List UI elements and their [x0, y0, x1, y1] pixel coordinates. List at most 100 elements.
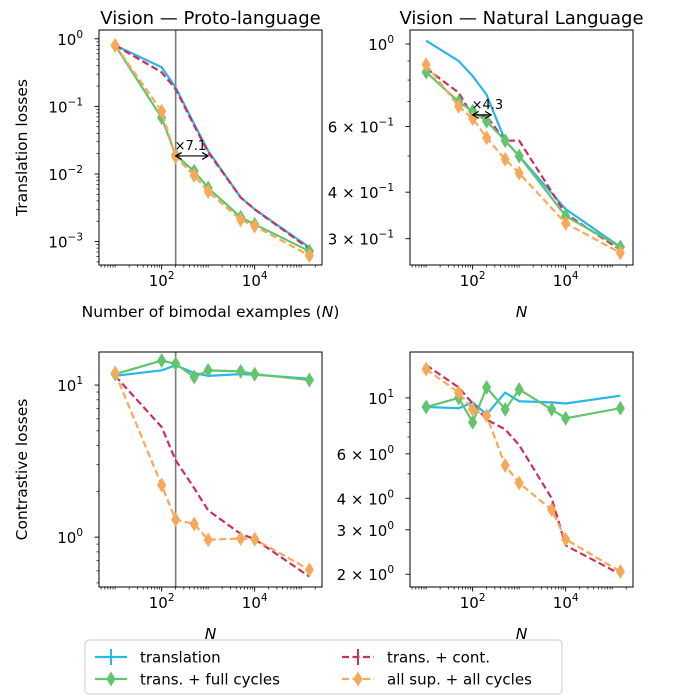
annotation-label: ×4.3: [472, 98, 504, 113]
data-point: [561, 531, 571, 547]
legend-frame: [84, 639, 563, 695]
y-tick-label: 4 × 100: [337, 488, 394, 508]
y-tick-label: 100: [57, 29, 83, 49]
minor-ticks: [96, 391, 316, 590]
x-tick-label: 102: [460, 592, 486, 612]
data-point: [500, 401, 510, 417]
arrow-head-right: [201, 151, 210, 160]
series-line: [425, 39, 622, 248]
data-point: [250, 366, 260, 382]
series-trans-full-cycles: [110, 37, 314, 259]
data-point: [157, 477, 167, 493]
y-tick-label: 101: [57, 375, 83, 395]
arrow-head-left: [471, 110, 479, 119]
series-line: [426, 391, 621, 416]
data-point: [468, 414, 478, 430]
legend-entry: translation: [95, 649, 221, 667]
data-point: [454, 385, 464, 400]
data-point: [421, 361, 431, 377]
series-trans-full-cycles: [110, 353, 314, 388]
series-all-sup-all-cycles: [421, 361, 625, 579]
data-point: [615, 245, 625, 261]
data-point: [250, 531, 260, 547]
data-point: [189, 168, 199, 183]
chart-panel-4: 102 104 101 6 × 100 4 × 100 3 × 100 2 × 100 N: [337, 351, 634, 643]
series-trans-cont: [425, 67, 621, 251]
series-group: [421, 39, 625, 261]
series-line: [425, 67, 621, 251]
data-point: [547, 502, 557, 518]
data-point: [482, 113, 492, 129]
legend-label: all sup. + all cycles: [387, 671, 532, 689]
legend-label: trans. + cont.: [387, 649, 490, 667]
data-point: [236, 531, 246, 546]
chart-panel-1: 102 104 100 10−1 10−2 10−3 ×7.1 Vision — Proto-…: [13, 8, 339, 321]
legend-entry: trans. + cont.: [342, 649, 490, 667]
y-tick-label: 10−1: [48, 96, 83, 116]
legend-marker: [353, 671, 363, 687]
legend-label: trans. + full cycles: [140, 671, 280, 689]
data-point: [203, 184, 213, 199]
chart-panel-2: 102 104 100 6 × 10−1 4 × 10−1 3 × 10−1 ×4.3 Vis…: [328, 8, 644, 321]
series-line: [114, 44, 310, 253]
data-point: [482, 408, 492, 424]
series-line: [425, 71, 621, 248]
series-trans-cont: [114, 44, 311, 250]
y-tick-label: 3 × 100: [337, 520, 394, 540]
axes-frame: [98, 29, 323, 266]
data-point: [482, 379, 492, 395]
data-point: [171, 356, 181, 372]
data-point: [514, 381, 524, 397]
data-point: [171, 512, 181, 528]
ratio-annotation: ×7.1: [174, 139, 210, 160]
y-tick-label: 100: [57, 527, 83, 547]
series-group: [110, 37, 314, 264]
axes-frame: [98, 351, 323, 588]
data-point: [304, 248, 314, 264]
data-point: [250, 218, 260, 234]
x-tick-label: 102: [149, 592, 175, 612]
x-tick-label: 102: [149, 270, 175, 290]
ratio-annotation: ×4.3: [471, 98, 504, 119]
minor-ticks: [407, 409, 627, 590]
series-all-sup-all-cycles: [110, 37, 314, 264]
series-group: [110, 353, 314, 578]
series-line: [114, 375, 311, 578]
data-point: [514, 165, 524, 181]
series-line: [114, 44, 311, 250]
x-axis-label: N: [205, 625, 217, 643]
y-tick-label: 101: [368, 388, 394, 408]
data-point: [110, 365, 120, 381]
data-point: [500, 457, 510, 473]
axes-frame: [409, 351, 634, 588]
data-point: [157, 353, 167, 368]
data-point: [110, 37, 120, 53]
y-tick-label: 100: [368, 34, 394, 54]
data-point: [236, 212, 246, 228]
x-tick-label: 104: [553, 592, 579, 612]
legend-entry: all sup. + all cycles: [342, 671, 532, 689]
chart-title: Vision — Natural Language: [399, 8, 643, 29]
arrow-head-left: [174, 151, 182, 160]
x-tick-label: 104: [242, 270, 268, 290]
data-point: [468, 401, 478, 417]
data-point: [421, 64, 431, 80]
x-axis-label: N: [516, 625, 528, 643]
x-axis-label: N: [516, 303, 528, 321]
data-point: [304, 372, 314, 388]
axes-frame: [409, 29, 634, 266]
minor-ticks: [407, 60, 627, 268]
data-point: [482, 130, 492, 146]
legend-entry: trans. + full cycles: [95, 671, 280, 689]
series-all-sup-all-cycles: [110, 365, 314, 578]
annotation-label: ×7.1: [175, 139, 207, 154]
data-point: [615, 564, 625, 579]
series-line: [114, 44, 311, 249]
data-point: [500, 133, 510, 149]
data-point: [615, 400, 625, 416]
data-point: [547, 401, 557, 417]
series-line: [425, 364, 621, 576]
data-point: [561, 410, 571, 426]
y-tick-label: 4 × 10−1: [328, 182, 394, 202]
